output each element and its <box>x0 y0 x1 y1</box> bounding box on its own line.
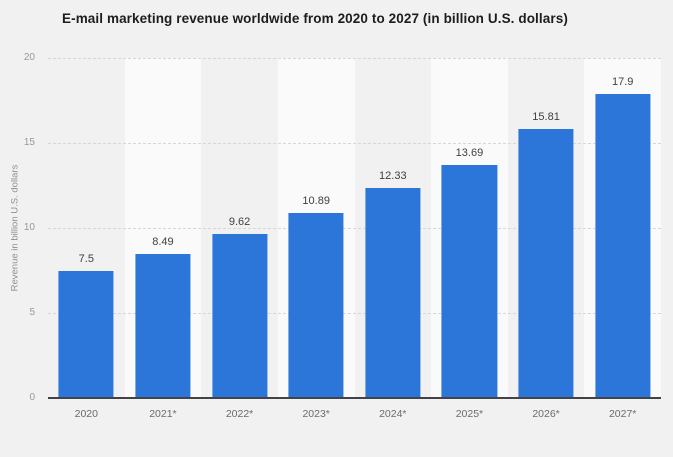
x-tick-label-2026: 2026* <box>532 408 560 420</box>
y-tick-label-20: 20 <box>23 52 35 63</box>
x-tick-label-2020: 2020 <box>74 408 98 420</box>
x-tick-label-2023: 2023* <box>302 408 330 420</box>
bar-2024[interactable] <box>365 188 421 398</box>
column-band-2026: 15.81 2026* <box>507 58 585 420</box>
bar-2020[interactable] <box>58 270 114 398</box>
bands: 7.5 2020 8.49 2021* 9.62 2022* 10.89 2023* 12.33… <box>48 58 661 420</box>
column-band-2023: 10.89 2023* <box>277 58 355 420</box>
gridline-20 <box>48 58 661 59</box>
bar-value-label-2024: 12.33 <box>379 170 407 183</box>
bar-value-label-2021: 8.49 <box>152 235 174 248</box>
bar-2025[interactable] <box>441 165 498 398</box>
gridline-15 <box>48 143 661 144</box>
bar-value-label-2027: 17.9 <box>611 75 634 88</box>
chart-title: E-mail marketing revenue worldwide from … <box>62 11 568 26</box>
x-tick-label-2024: 2024* <box>379 408 407 420</box>
x-axis-line <box>48 397 661 399</box>
bar-value-label-2023: 10.89 <box>302 194 330 207</box>
x-tick-label-2022: 2022* <box>225 408 254 420</box>
x-tick-label-2021: 2021* <box>149 408 177 420</box>
bar-2027[interactable] <box>595 93 651 398</box>
bar-2022[interactable] <box>211 234 268 398</box>
y-tick-label-10: 10 <box>23 222 35 233</box>
column-band-2025: 13.69 2025* <box>431 58 508 420</box>
column-band-2024: 12.33 2024* <box>354 58 432 420</box>
column-band-2022: 9.62 2022* <box>201 58 278 420</box>
x-tick-label-2027: 2027* <box>608 408 637 420</box>
gridline-10 <box>48 228 661 229</box>
bar-2026[interactable] <box>518 129 574 398</box>
plot-area: 7.5 2020 8.49 2021* 9.62 2022* 10.89 2023* 12.33… <box>48 58 661 420</box>
bar-value-label-2025: 13.69 <box>455 147 484 160</box>
bar-2023[interactable] <box>288 212 344 398</box>
y-tick-label-15: 15 <box>23 137 35 148</box>
column-band-2027: 17.9 2027* <box>584 58 661 420</box>
gridline-5 <box>48 313 661 314</box>
bar-2021[interactable] <box>135 253 191 398</box>
bar-value-label-2026: 15.81 <box>532 111 560 124</box>
y-tick-label-0: 0 <box>29 392 35 403</box>
y-tick-label-5: 5 <box>29 307 35 318</box>
bar-value-label-2020: 7.5 <box>78 252 94 265</box>
bar-value-label-2022: 9.62 <box>228 216 251 229</box>
y-axis-ticks: 0 5 10 15 20 <box>0 52 38 403</box>
x-tick-label-2025: 2025* <box>455 408 484 420</box>
